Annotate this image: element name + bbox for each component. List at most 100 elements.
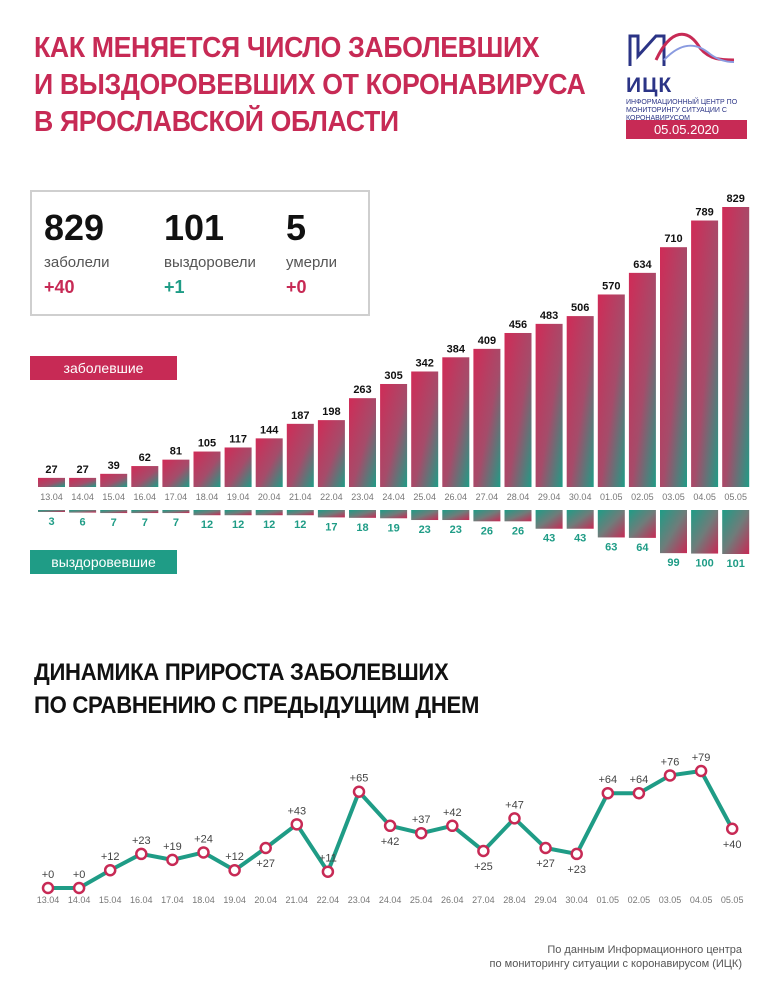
x-tick-label: 14.04 [68, 895, 91, 905]
x-tick-label: 13.04 [37, 895, 60, 905]
bar-sick-label: 342 [416, 357, 434, 369]
bar-sick-label: 62 [139, 452, 151, 464]
bar-sick-label: 456 [509, 319, 527, 331]
x-tick-label: 29.04 [534, 895, 557, 905]
bar-recovered-label: 101 [727, 558, 745, 570]
x-tick-label: 03.05 [659, 895, 682, 905]
bar-recovered [255, 510, 283, 516]
growth-point [632, 786, 646, 800]
bar-recovered [722, 510, 750, 554]
stat-died: 5 умерли +0 [286, 208, 337, 298]
bar-sick-label: 829 [727, 193, 745, 205]
growth-point [197, 846, 210, 859]
growth-label: +43 [287, 805, 306, 817]
logo-wave-icon [628, 32, 735, 66]
bar-recovered-label: 23 [419, 524, 431, 536]
line-chart-title: ДИНАМИКА ПРИРОСТА ЗАБОЛЕВШИХ ПО СРАВНЕНИ… [34, 656, 479, 722]
x-tick-label: 20.04 [258, 492, 281, 502]
bar-sick-label: 305 [384, 370, 402, 382]
growth-label: +47 [505, 799, 524, 811]
growth-point [228, 863, 241, 877]
legend-recovered: выздоровевшие [30, 550, 177, 574]
bar-sick [597, 294, 625, 487]
stat-recovered-label: выздоровели [164, 254, 256, 271]
bar-sick [38, 477, 65, 487]
x-tick-label: 30.04 [569, 492, 592, 502]
growth-label: +42 [381, 836, 400, 848]
bar-recovered [317, 510, 345, 518]
x-tick-label: 27.04 [472, 895, 495, 905]
growth-label: +25 [474, 861, 493, 873]
bar-sick [349, 398, 376, 487]
growth-label: +65 [350, 773, 369, 785]
bar-sick [473, 348, 501, 487]
bar-recovered [193, 510, 221, 516]
growth-label: +27 [256, 858, 275, 870]
x-tick-label: 18.04 [196, 492, 219, 502]
bar-recovered [162, 510, 190, 514]
stat-recovered: 101 выздоровели +1 [164, 208, 256, 298]
bar-sick-label: 39 [108, 460, 120, 472]
bar-sick [162, 459, 190, 487]
bar-recovered-label: 19 [387, 522, 399, 534]
bar-sick-label: 710 [664, 233, 682, 245]
x-tick-label: 19.04 [223, 895, 246, 905]
x-tick-label: 15.04 [102, 492, 125, 502]
x-tick-label: 24.04 [382, 492, 405, 502]
bar-recovered-label: 26 [481, 525, 493, 537]
growth-label: +42 [443, 807, 462, 819]
growth-label: +24 [194, 833, 213, 845]
stat-sick-delta: +40 [44, 277, 75, 297]
title-line-2: И ВЫЗДОРОВЕВШИХ ОТ КОРОНАВИРУСА [34, 69, 586, 101]
x-tick-label: 16.04 [130, 895, 153, 905]
growth-point [72, 881, 86, 895]
bar-sick-label: 570 [602, 280, 620, 292]
bar-recovered-label: 99 [667, 557, 679, 569]
bar-sick-label: 81 [170, 446, 182, 458]
growth-point [601, 786, 615, 800]
bar-recovered [349, 510, 376, 518]
growth-point [166, 853, 179, 867]
growth-point [103, 863, 117, 877]
x-tick-label: 21.04 [289, 492, 312, 502]
logo-subtitle: ИНФОРМАЦИОННЫЙ ЦЕНТР ПО МОНИТОРИНГУ СИТУ… [626, 99, 738, 122]
bar-recovered-label: 26 [512, 525, 524, 537]
growth-point [383, 819, 397, 833]
bar-recovered-label: 3 [48, 516, 54, 528]
bar-sick-label: 634 [633, 259, 652, 271]
growth-point [539, 841, 552, 855]
bar-recovered [473, 510, 501, 522]
bar-sick [628, 272, 656, 487]
stat-died-value: 5 [286, 207, 307, 248]
bar-recovered [535, 510, 563, 529]
stat-sick-value: 829 [44, 207, 105, 248]
growth-point [477, 844, 490, 858]
growth-point [259, 841, 272, 855]
growth-label: +40 [723, 839, 742, 851]
growth-point [414, 826, 428, 840]
x-tick-label: 16.04 [134, 492, 157, 502]
bar-sick-label: 263 [353, 384, 371, 396]
bar-sick-label: 105 [198, 438, 216, 450]
bar-recovered [224, 510, 252, 516]
x-tick-label: 04.05 [693, 492, 716, 502]
x-tick-label: 25.04 [410, 895, 433, 905]
x-tick-label: 01.05 [597, 895, 620, 905]
bar-recovered [380, 510, 408, 519]
bar-sick [411, 371, 439, 487]
x-tick-label: 19.04 [227, 492, 250, 502]
x-tick-label: 22.04 [320, 492, 343, 502]
stat-sick: 829 заболели +40 [44, 208, 110, 298]
bar-recovered [69, 510, 97, 513]
growth-label: +64 [598, 774, 617, 786]
bar-sick [722, 207, 750, 487]
bar-sick-label: 198 [322, 406, 340, 418]
source-note: По данным Информационного центра по мони… [490, 943, 742, 971]
bar-sick [380, 383, 408, 487]
stat-sick-label: заболели [44, 254, 110, 271]
growth-point [663, 769, 677, 782]
growth-label: +23 [132, 835, 151, 847]
bar-recovered [411, 510, 439, 521]
line-chart: +0 13.04 +0 14.04 +12 15.04 +23 16.04 +19 17.04 +2… [37, 752, 744, 905]
bar-recovered-label: 7 [111, 517, 117, 529]
